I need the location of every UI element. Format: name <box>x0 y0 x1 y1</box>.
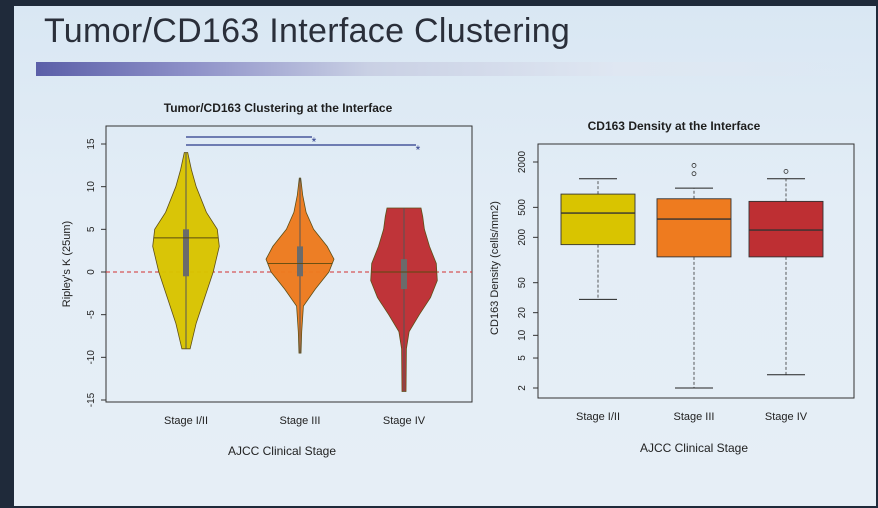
title-underline-bar <box>36 62 866 76</box>
violin-x-tick-label: Stage III <box>280 415 321 427</box>
violin-x-axis: Stage I/II Stage III Stage IV <box>164 415 426 427</box>
box-iqr <box>656 198 732 258</box>
violin-y-tick-label: -15 <box>86 392 97 407</box>
box-y-tick-label: 2 <box>517 385 528 391</box>
violin-iqr-bar <box>297 246 303 277</box>
violin-plot-frame <box>105 125 473 403</box>
box-y-axis: 2 5 10 20 50 200 500 2000 <box>517 150 538 391</box>
box-iqr <box>748 200 824 258</box>
presentation-slide: Tumor/CD163 Interface Clustering Tumor/C… <box>14 6 876 506</box>
violin-iqr-bar <box>401 259 407 290</box>
box-outlier-point <box>691 163 697 168</box>
box-series <box>560 163 824 389</box>
violin-x-axis-label: AJCC Clinical Stage <box>228 444 336 458</box>
violin-y-tick-label: 5 <box>86 226 97 232</box>
box-x-tick-label: Stage I/II <box>576 411 620 423</box>
box-x-axis: Stage I/II Stage III Stage IV <box>576 411 808 423</box>
box-outlier-point <box>691 171 697 177</box>
violin-series <box>152 152 438 392</box>
box-y-tick-label: 20 <box>517 307 528 319</box>
box-y-tick-label: 10 <box>517 329 528 341</box>
significance-brackets: ** <box>186 135 421 157</box>
violin-chart-title: Tumor/CD163 Clustering at the Interface <box>164 101 393 115</box>
slide-title: Tumor/CD163 Interface Clustering <box>44 12 571 50</box>
violin-x-tick-label: Stage IV <box>383 415 426 427</box>
violin-iqr-bar <box>183 229 189 277</box>
box-x-tick-label: Stage IV <box>765 411 808 423</box>
significance-star: * <box>312 135 317 149</box>
violin-y-tick-label: -5 <box>86 310 97 319</box>
box-y-tick-label: 50 <box>517 277 528 289</box>
box-y-tick-label: 500 <box>517 199 528 216</box>
violin-y-tick-label: -10 <box>86 350 97 365</box>
violin-chart: Tumor/CD163 Clustering at the Interface … <box>61 101 473 458</box>
box-y-tick-label: 5 <box>517 355 528 361</box>
violin-y-axis-label: Ripley's K (25um) <box>61 221 73 307</box>
box-y-tick-label: 2000 <box>517 150 528 173</box>
box-y-axis-label: CD163 Density (cells/mm2) <box>489 201 501 335</box>
violin-y-tick-label: 0 <box>86 269 97 275</box>
box-x-axis-label: AJCC Clinical Stage <box>640 441 748 455</box>
box-chart: CD163 Density at the Interface 251020502… <box>489 119 855 455</box>
box-plot-frame <box>537 143 855 399</box>
box-y-tick-label: 200 <box>517 229 528 246</box>
violin-y-tick-label: 10 <box>86 181 97 193</box>
box-x-tick-label: Stage III <box>674 411 715 423</box>
violin-y-axis: -15 -10 -5 0 5 10 15 <box>86 138 106 407</box>
significance-star: * <box>416 143 421 157</box>
box-outlier-point <box>783 169 789 174</box>
box-chart-title: CD163 Density at the Interface <box>588 119 761 133</box>
box-iqr <box>560 193 636 246</box>
violin-x-tick-label: Stage I/II <box>164 415 208 427</box>
violin-y-tick-label: 15 <box>86 138 97 150</box>
